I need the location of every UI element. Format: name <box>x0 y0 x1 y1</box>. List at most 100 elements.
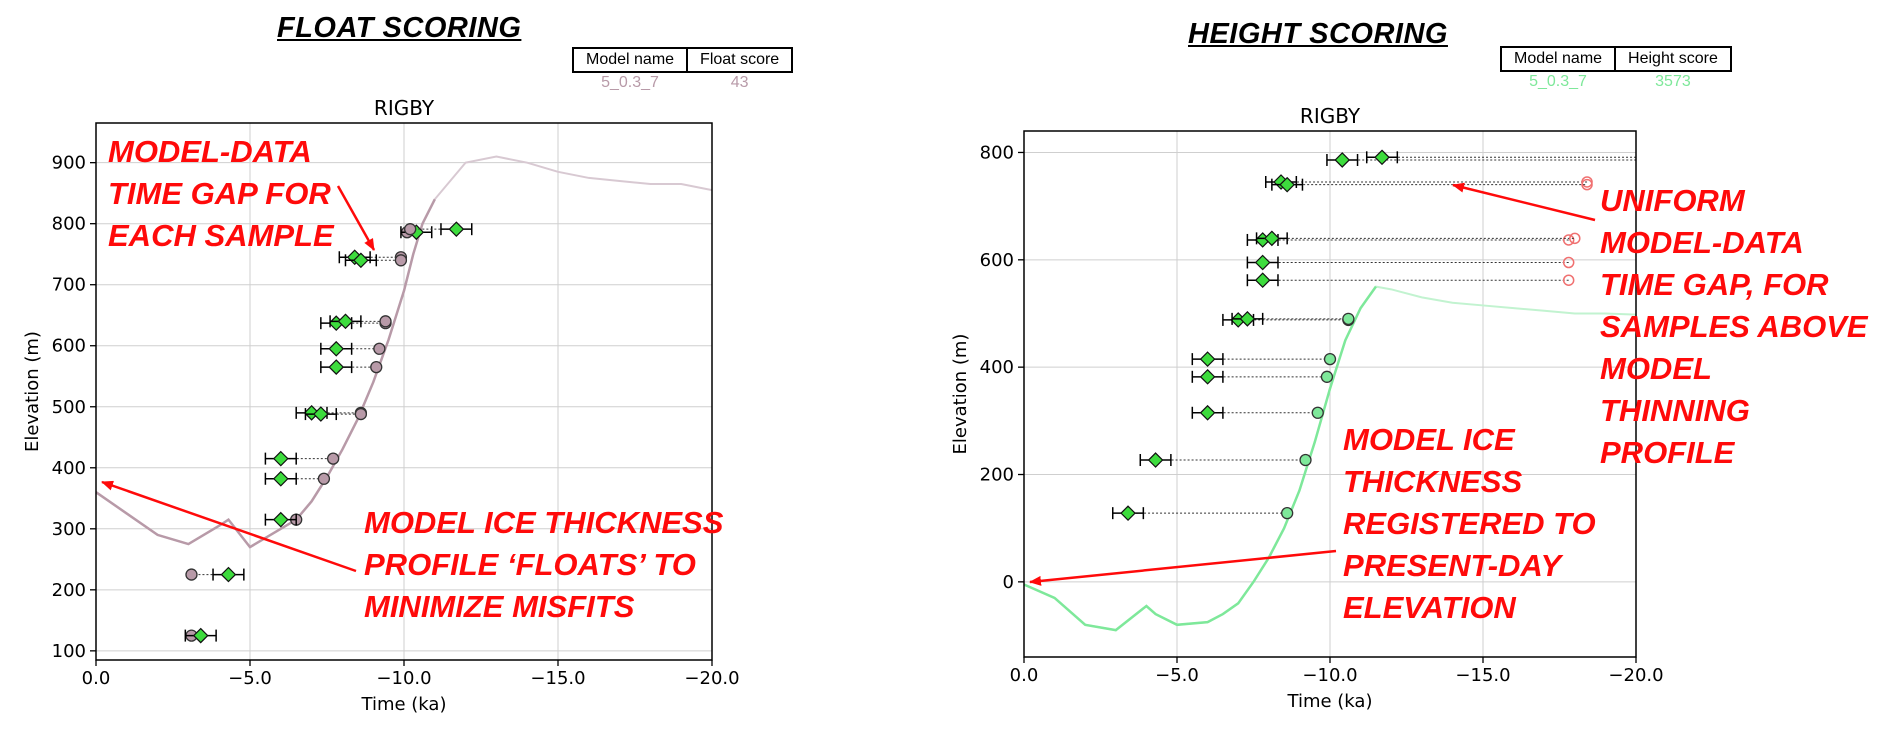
float-scoring-heading: FLOAT SCORING <box>277 12 522 44</box>
y-tick-label: 200 <box>980 465 1014 486</box>
annotation-line: PROFILE <box>1600 435 1735 470</box>
sample-point <box>272 470 289 487</box>
annotation-line: THICKNESS <box>1343 464 1523 499</box>
sample-point <box>1334 152 1351 168</box>
annotation-line: TIME GAP, FOR <box>1600 267 1829 302</box>
x-axis-label: Time (ka) <box>361 694 447 715</box>
model-point <box>327 452 340 465</box>
y-tick-label: 800 <box>980 142 1014 163</box>
model-point <box>354 407 368 421</box>
annotation-line: MODEL ICE THICKNESS <box>364 505 724 540</box>
model-point <box>394 254 408 267</box>
height-score-table: Model name Height score 5_0.3_7 3573 <box>1499 46 1732 92</box>
y-tick-label: 600 <box>980 250 1014 271</box>
annotation-line: PROFILE ‘FLOATS’ TO <box>364 547 696 582</box>
x-tick-label: −20.0 <box>1608 665 1663 686</box>
y-tick-label: 700 <box>52 275 86 296</box>
y-axis-label: Elevation (m) <box>22 331 43 452</box>
model-point <box>185 568 198 581</box>
y-tick-label: 900 <box>52 153 86 174</box>
sample-point <box>1254 254 1271 271</box>
x-tick-label: −20.0 <box>684 668 739 689</box>
x-tick-label: 0.0 <box>1010 665 1039 686</box>
float-chart: 0.0 −5.0 −10.0 −15.0 −20.0 100 200 300 400 500 600… <box>22 96 740 715</box>
y-axis-label: Elevation (m) <box>950 334 971 455</box>
model-point <box>1299 453 1312 467</box>
annotation-line: EACH SAMPLE <box>108 218 334 253</box>
chart-title: RIGBY <box>374 96 435 120</box>
model-point <box>1320 370 1334 383</box>
annotation-line: UNIFORM <box>1600 183 1745 218</box>
model-profile-active-line <box>95 198 436 549</box>
model-profile-active-line <box>1023 285 1377 632</box>
sample-point <box>272 511 289 528</box>
x-axis-label: Time (ka) <box>1287 691 1373 712</box>
chart-title: RIGBY <box>1300 104 1361 128</box>
sample-point <box>1199 368 1216 385</box>
y-tick-label: 600 <box>52 336 86 357</box>
annotation-line: TIME GAP FOR <box>108 176 331 211</box>
sample-point <box>1199 404 1216 421</box>
annotation-line: PRESENT-DAY <box>1343 548 1562 583</box>
x-tick-label: −5.0 <box>1155 665 1199 686</box>
annotation-line: MINIMIZE MISFITS <box>364 589 635 624</box>
left-float-annotation: MODEL ICE THICKNESS PROFILE ‘FLOATS’ TO … <box>364 502 723 628</box>
float-table-score-value: 43 <box>730 74 749 91</box>
sample-point <box>312 406 329 422</box>
x-tick-label: −5.0 <box>228 668 272 689</box>
model-point <box>1581 178 1593 191</box>
sample-point <box>328 359 345 375</box>
model-point <box>404 223 417 236</box>
sample-point <box>337 313 354 330</box>
x-tick-label: −10.0 <box>376 668 431 689</box>
y-tick-label: 400 <box>980 357 1014 378</box>
sample-point <box>1147 452 1164 468</box>
sample-point <box>272 450 289 467</box>
right-registered-annotation: MODEL ICE THICKNESS REGISTERED TO PRESEN… <box>1343 419 1596 629</box>
left-gap-arrow <box>336 185 376 251</box>
model-point <box>317 472 331 485</box>
model-point <box>1562 234 1575 246</box>
right-gap-arrow <box>1452 182 1596 222</box>
x-tick-label: −15.0 <box>1455 665 1510 686</box>
y-tick-label: 300 <box>52 519 86 540</box>
left-gap-annotation: MODEL-DATA TIME GAP FOR EACH SAMPLE <box>108 131 334 257</box>
sample-point <box>448 221 465 238</box>
model-point <box>1569 232 1581 245</box>
annotation-line: REGISTERED TO <box>1343 506 1596 541</box>
model-point <box>1281 507 1294 520</box>
height-table-score-value: 3573 <box>1655 73 1691 90</box>
float-table-model-header: Model name <box>571 47 689 73</box>
height-chart: 0.0 −5.0 −10.0 −15.0 −20.0 0 200 400 600 800 RIGBY… <box>950 104 1664 712</box>
annotation-line: MODEL-DATA <box>108 134 312 169</box>
sample-point <box>353 252 369 269</box>
annotation-line: MODEL <box>1600 351 1712 386</box>
annotation-line: THINNING <box>1600 393 1750 428</box>
model-point <box>373 342 386 355</box>
model-point <box>1342 312 1355 326</box>
height-scoring-heading: HEIGHT SCORING <box>1188 18 1448 50</box>
height-table-model-header: Model name <box>1499 46 1617 72</box>
model-point <box>1323 352 1337 366</box>
x-tick-label: −15.0 <box>530 668 585 689</box>
sample-point <box>1239 311 1256 327</box>
y-tick-label: 800 <box>52 214 86 235</box>
sample-point <box>328 340 345 357</box>
model-point <box>1562 256 1575 269</box>
annotation-line: ELEVATION <box>1343 590 1516 625</box>
sample-point <box>1374 149 1390 166</box>
sample-point <box>1199 351 1216 367</box>
y-tick-label: 200 <box>52 580 86 601</box>
sample-point <box>1279 176 1296 193</box>
model-point <box>370 360 383 374</box>
height-table-score-header: Height score <box>1614 46 1732 72</box>
right-registered-arrow <box>1029 549 1337 586</box>
y-tick-label: 100 <box>52 641 86 662</box>
sample-point <box>1120 505 1136 522</box>
model-point <box>1562 274 1575 286</box>
float-table-score-header: Float score <box>686 47 794 73</box>
sample-point <box>220 566 237 583</box>
y-tick-label: 500 <box>52 397 86 418</box>
